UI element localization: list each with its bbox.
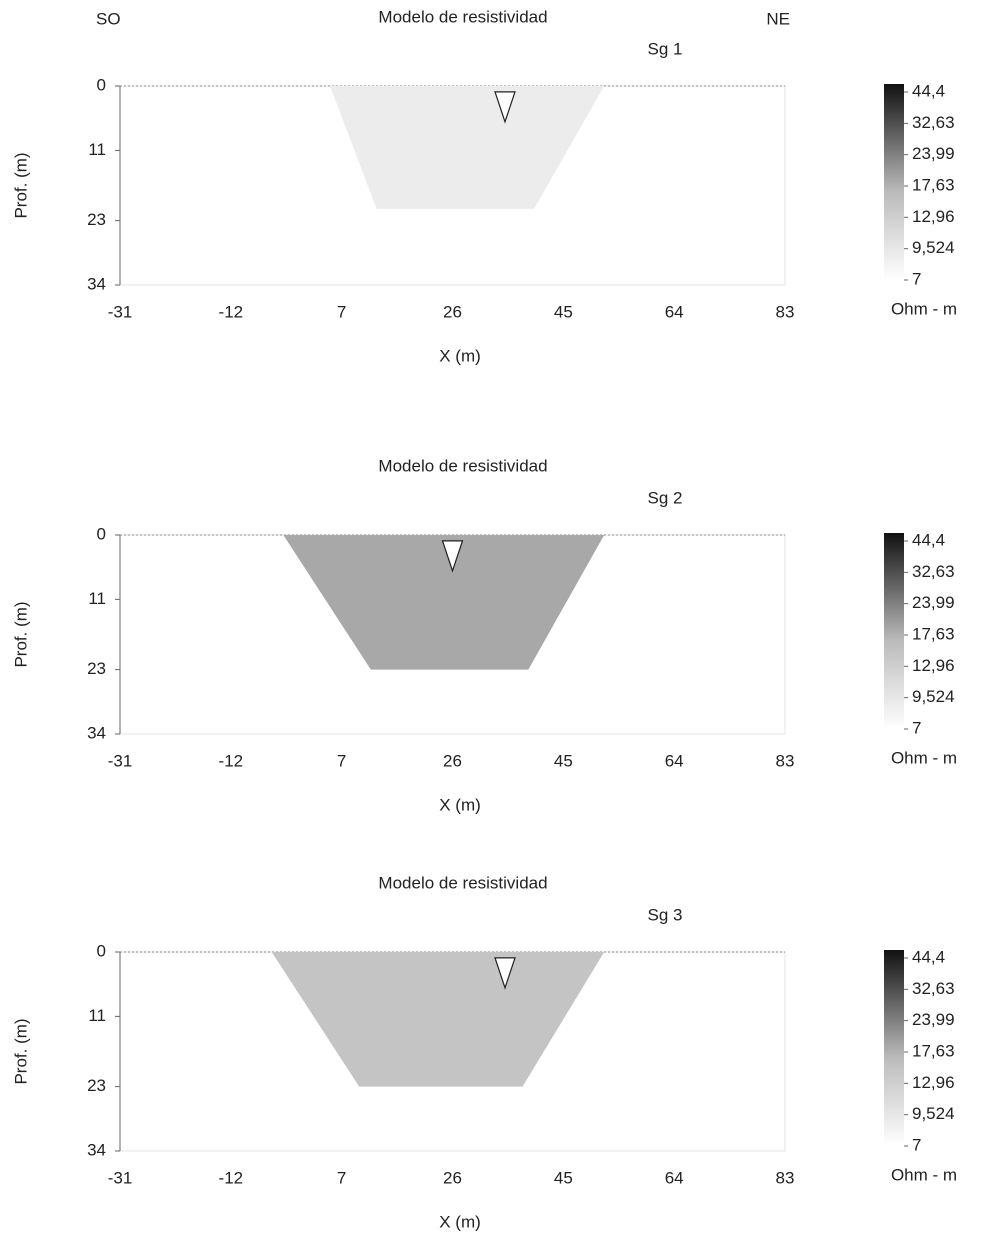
x-tick-label: 83 [776, 751, 795, 770]
chart-subtitle: Sg 2 [648, 488, 683, 507]
x-tick-label: 26 [443, 1168, 462, 1187]
x-tick-label: 7 [337, 302, 346, 321]
colorbar-tick-label: 44,4 [912, 530, 945, 549]
colorbar-label: Ohm - m [891, 299, 957, 318]
colorbar-tick-label: 32,63 [912, 979, 955, 998]
colorbar-tick-label: 23,99 [912, 1010, 955, 1029]
x-tick-label: 64 [665, 751, 684, 770]
annotation: SO [96, 9, 121, 28]
colorbar-tick-label: 32,63 [912, 113, 955, 132]
colorbar [884, 533, 904, 729]
x-tick-label: -31 [108, 751, 133, 770]
colorbar-tick-label: 23,99 [912, 593, 955, 612]
model-region [330, 86, 605, 209]
y-axis-label: Prof. (m) [11, 1018, 30, 1084]
model-region [283, 535, 605, 670]
x-tick-label: 7 [337, 751, 346, 770]
colorbar [884, 950, 904, 1146]
colorbar-tick-label: 7 [912, 269, 921, 288]
water-marker [441, 540, 464, 573]
colorbar-tick-label: 9,524 [912, 238, 955, 257]
x-tick-label: 45 [554, 751, 573, 770]
colorbar-tick-label: 44,4 [912, 947, 945, 966]
y-tick-label: 0 [97, 941, 106, 960]
colorbar-label: Ohm - m [891, 748, 957, 767]
x-tick-label: -12 [219, 751, 244, 770]
colorbar-tick-label: 23,99 [912, 144, 955, 163]
colorbar-tick-label: 17,63 [912, 624, 955, 643]
x-tick-label: 64 [665, 1168, 684, 1187]
water-marker [494, 91, 516, 124]
x-tick-label: 83 [776, 302, 795, 321]
colorbar-tick-label: 17,63 [912, 175, 955, 194]
water-marker [494, 957, 516, 990]
y-tick-label: 23 [87, 659, 106, 678]
chart-subtitle: Sg 1 [648, 39, 683, 58]
y-tick-label: 11 [88, 140, 106, 159]
colorbar-tick-label: 7 [912, 1135, 921, 1154]
y-tick-label: 23 [87, 1076, 106, 1095]
y-axis-label: Prof. (m) [11, 601, 30, 667]
colorbar-tick-label: 44,4 [912, 81, 945, 100]
y-tick-label: 34 [87, 1140, 106, 1159]
chart-title: Modelo de resistividad [378, 7, 547, 26]
x-tick-label: 45 [554, 1168, 573, 1187]
y-tick-label: 34 [87, 723, 106, 742]
y-tick-label: 23 [87, 210, 106, 229]
y-tick-label: 11 [88, 1006, 106, 1025]
chart-title: Modelo de resistividad [378, 456, 547, 475]
x-tick-label: 64 [665, 302, 684, 321]
colorbar [884, 84, 904, 280]
x-axis-label: X (m) [439, 346, 481, 365]
chart-subtitle: Sg 3 [648, 905, 683, 924]
colorbar-label: Ohm - m [891, 1165, 957, 1184]
y-tick-label: 0 [97, 75, 106, 94]
x-tick-label: -12 [219, 302, 244, 321]
x-axis-label: X (m) [439, 795, 481, 814]
x-tick-label: 26 [443, 751, 462, 770]
y-tick-label: 11 [88, 589, 106, 608]
annotation: NE [766, 9, 790, 28]
x-tick-label: -12 [219, 1168, 244, 1187]
x-tick-label: 26 [443, 302, 462, 321]
model-region [271, 952, 605, 1087]
colorbar-tick-label: 12,96 [912, 1073, 955, 1092]
y-axis-label: Prof. (m) [11, 152, 30, 218]
x-axis-label: X (m) [439, 1212, 481, 1231]
colorbar-tick-label: 9,524 [912, 687, 955, 706]
colorbar-tick-label: 12,96 [912, 207, 955, 226]
x-tick-label: 83 [776, 1168, 795, 1187]
colorbar-tick-label: 12,96 [912, 656, 955, 675]
colorbar-tick-label: 9,524 [912, 1104, 955, 1123]
y-tick-label: 34 [87, 274, 106, 293]
x-tick-label: 45 [554, 302, 573, 321]
colorbar-tick-label: 7 [912, 718, 921, 737]
y-tick-label: 0 [97, 524, 106, 543]
x-tick-label: -31 [108, 1168, 133, 1187]
chart-title: Modelo de resistividad [378, 873, 547, 892]
colorbar-tick-label: 17,63 [912, 1041, 955, 1060]
x-tick-label: 7 [337, 1168, 346, 1187]
colorbar-tick-label: 32,63 [912, 562, 955, 581]
x-tick-label: -31 [108, 302, 133, 321]
